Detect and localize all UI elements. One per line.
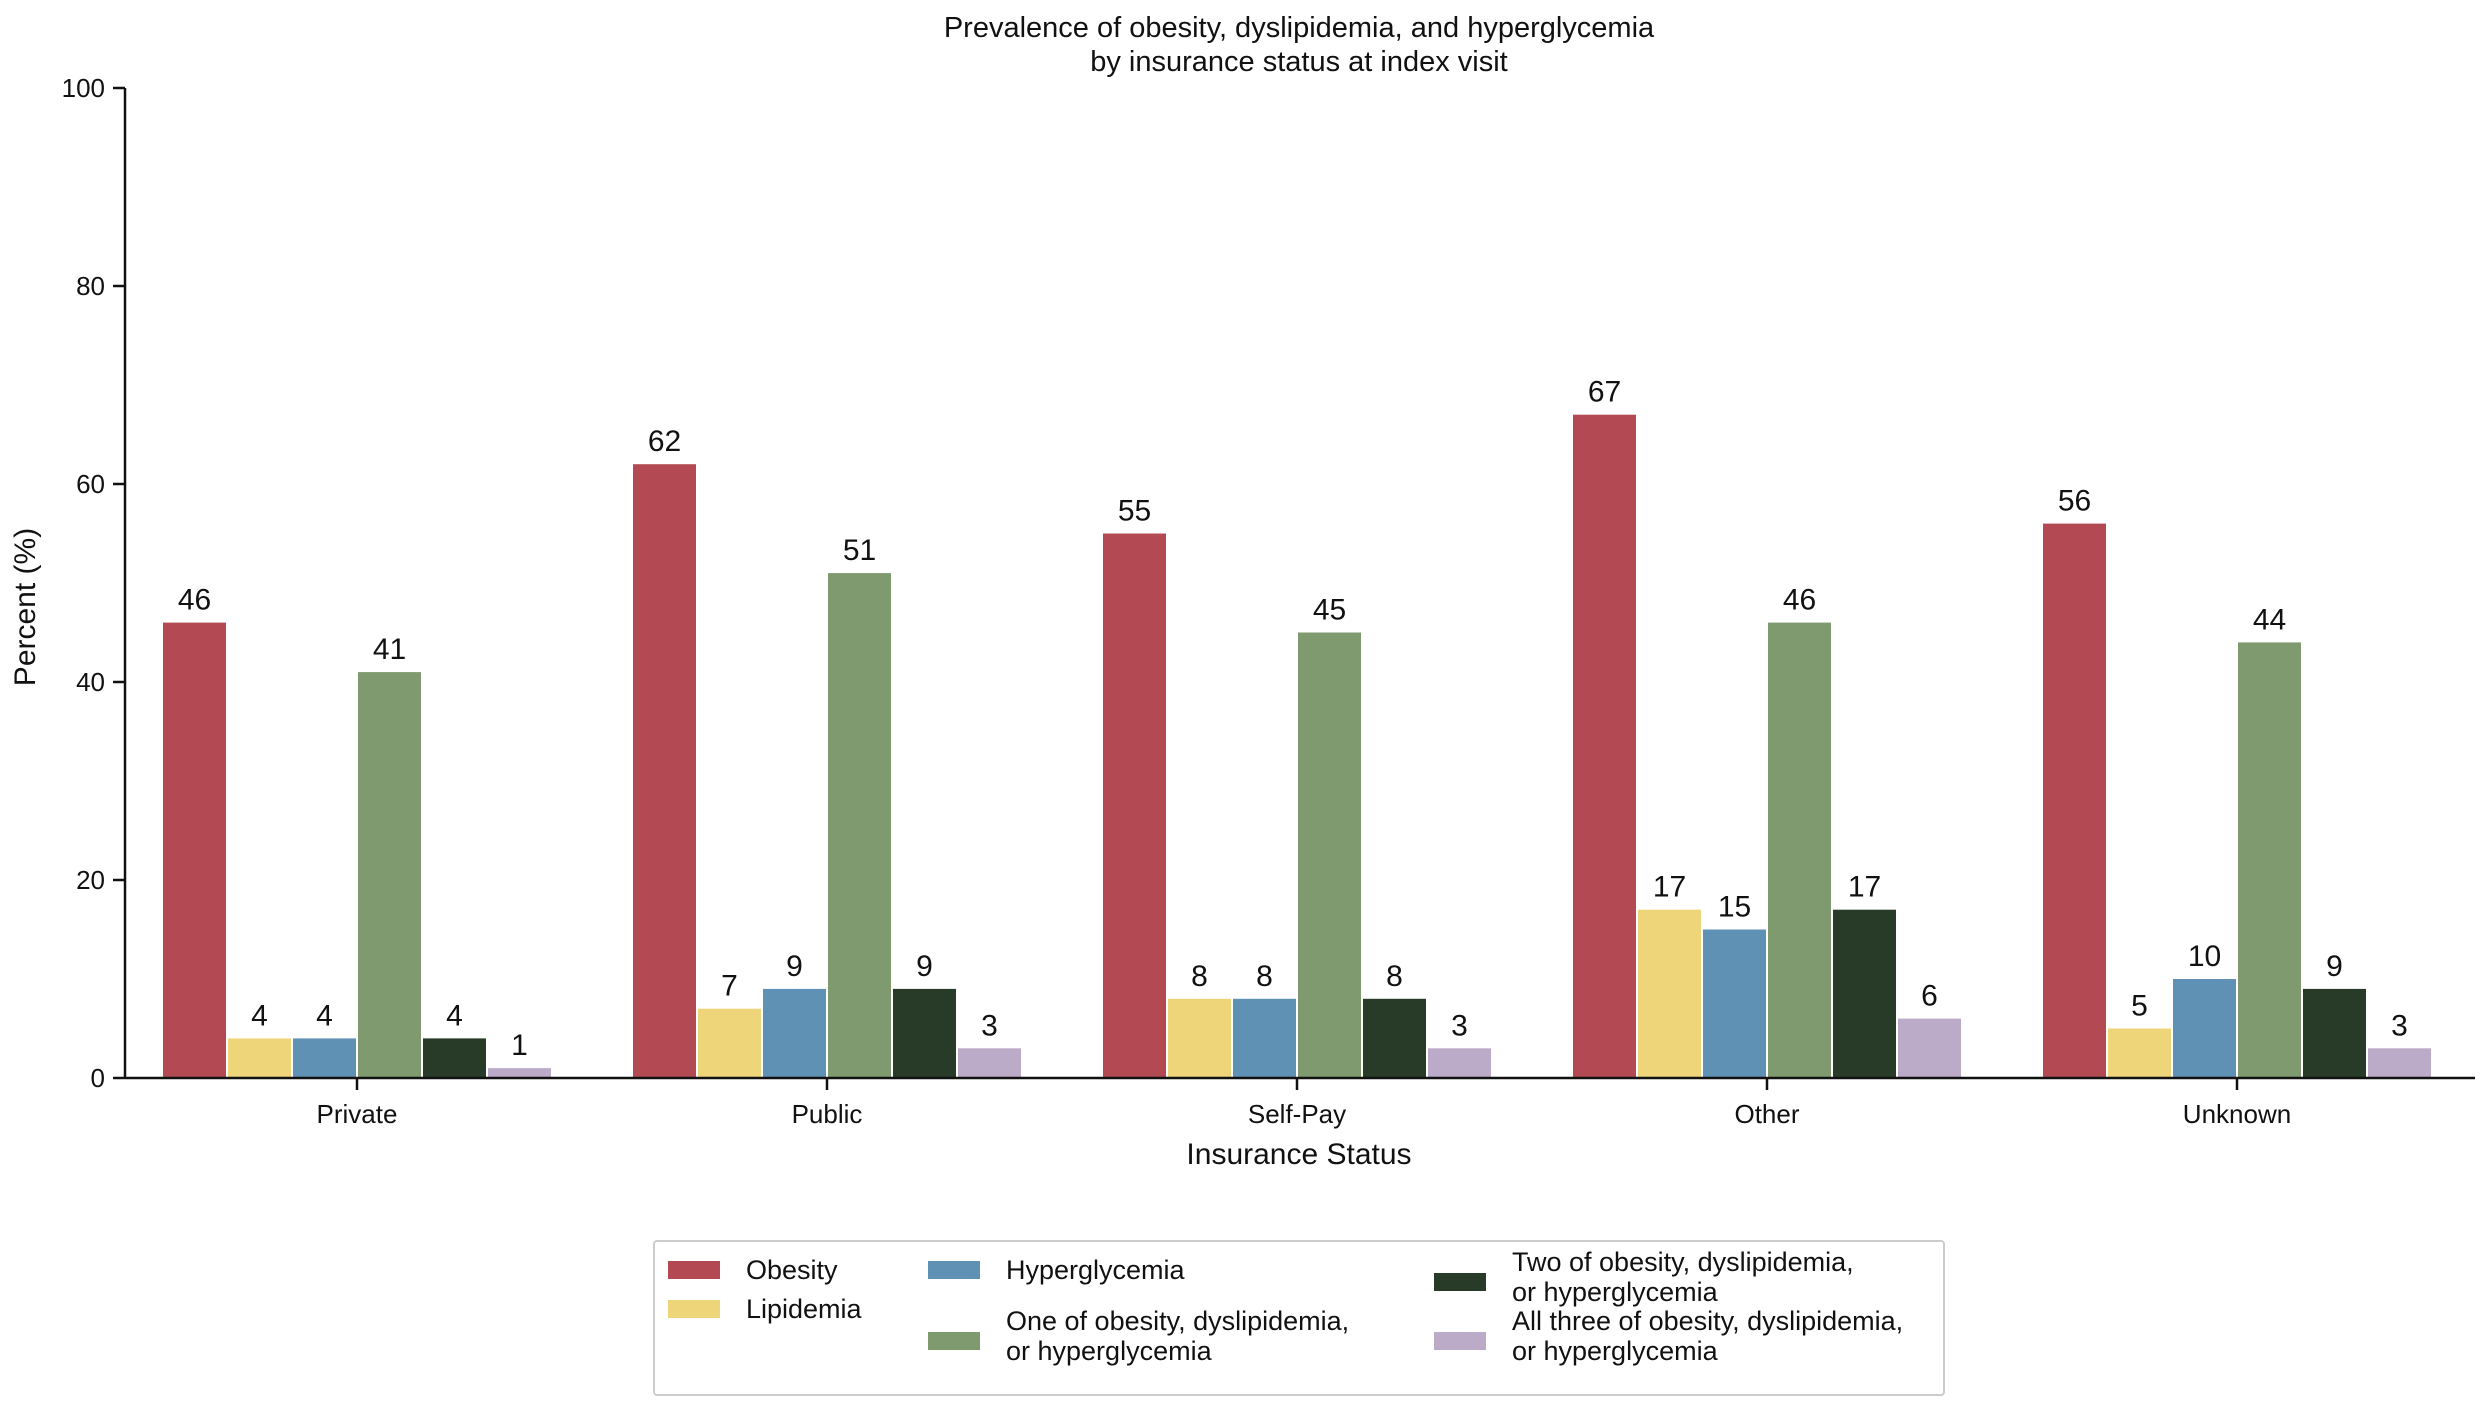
bar (1363, 998, 1426, 1078)
chart-subtitle: by insurance status at index visit (1090, 46, 1507, 78)
bar (2108, 1028, 2171, 1078)
legend-swatch (1434, 1332, 1486, 1350)
bar (2303, 988, 2366, 1078)
data-label: 4 (251, 999, 268, 1032)
legend: Obesity Lipidemia Hyperglycemia One of obes… (653, 1240, 1945, 1396)
legend-frame (653, 1240, 1945, 1396)
data-label: 51 (843, 534, 876, 567)
bar (1428, 1048, 1491, 1078)
bar (1233, 998, 1296, 1078)
bar (893, 988, 956, 1078)
data-label: 3 (1451, 1009, 1468, 1042)
legend-label: or hyperglycemia (1006, 1336, 1213, 1366)
legend-swatch (668, 1300, 720, 1318)
data-label: 7 (721, 970, 738, 1003)
x-tick-label: Unknown (2183, 1099, 2291, 1129)
x-tick-label: Self-Pay (1248, 1099, 1346, 1129)
bar (358, 672, 421, 1078)
bar (163, 622, 226, 1078)
legend-label: or hyperglycemia (1512, 1336, 1719, 1366)
data-label: 9 (916, 950, 933, 983)
legend-label: Two of obesity, dyslipidemia, (1512, 1247, 1854, 1277)
x-tick-label: Private (317, 1099, 398, 1129)
data-label: 15 (1718, 891, 1751, 924)
bar (2173, 979, 2236, 1078)
y-axis-label: Percent (%) (9, 528, 42, 686)
legend-label: One of obesity, dyslipidemia, (1006, 1306, 1349, 1336)
data-label: 6 (1921, 980, 1938, 1013)
data-label: 55 (1118, 495, 1151, 528)
legend-label: or hyperglycemia (1512, 1277, 1719, 1307)
data-label: 10 (2188, 940, 2221, 973)
data-label: 44 (2253, 603, 2286, 636)
y-tick-label: 60 (76, 469, 105, 499)
bar (2238, 642, 2301, 1078)
bar (1103, 533, 1166, 1078)
legend-swatch (668, 1261, 720, 1279)
data-label: 9 (786, 950, 803, 983)
bar (1768, 622, 1831, 1078)
legend-label: Hyperglycemia (1006, 1255, 1186, 1285)
data-label: 46 (178, 584, 211, 617)
data-label: 4 (446, 999, 463, 1032)
data-label: 9 (2326, 950, 2343, 983)
bar (763, 988, 826, 1078)
y-axis: 0 20 40 60 80 100 (62, 73, 127, 1093)
legend-swatch (1434, 1273, 1486, 1291)
data-label: 62 (648, 425, 681, 458)
data-label: 41 (373, 633, 406, 666)
y-tick-label: 100 (62, 73, 105, 103)
y-tick-label: 0 (91, 1063, 105, 1093)
data-label: 8 (1256, 960, 1273, 993)
data-label: 8 (1386, 960, 1403, 993)
bar (1703, 929, 1766, 1078)
data-label: 17 (1848, 871, 1881, 904)
x-tick-label: Public (792, 1099, 863, 1129)
legend-label: Obesity (746, 1255, 838, 1285)
bar (698, 1008, 761, 1078)
data-label: 17 (1653, 871, 1686, 904)
bar (1298, 632, 1361, 1078)
data-label: 3 (981, 1009, 998, 1042)
bar (1833, 909, 1896, 1078)
data-label: 4 (316, 999, 333, 1032)
legend-label: Lipidemia (746, 1294, 863, 1324)
bar (488, 1068, 551, 1078)
data-label: 56 (2058, 485, 2091, 518)
bar (2043, 523, 2106, 1078)
bar (228, 1038, 291, 1078)
bar (633, 464, 696, 1078)
data-label: 67 (1588, 376, 1621, 409)
x-tick-label: Other (1734, 1099, 1799, 1129)
data-label: 5 (2131, 990, 2148, 1023)
bar (293, 1038, 356, 1078)
chart-title: Prevalence of obesity, dyslipidemia, and… (944, 12, 1655, 44)
bar (828, 573, 891, 1078)
data-label: 1 (511, 1029, 528, 1062)
legend-swatch (928, 1332, 980, 1350)
y-tick-label: 80 (76, 271, 105, 301)
legend-label: All three of obesity, dyslipidemia, (1512, 1306, 1903, 1336)
bar (958, 1048, 1021, 1078)
legend-swatch (928, 1261, 980, 1279)
bar (1898, 1018, 1961, 1078)
bar (423, 1038, 486, 1078)
x-axis-label: Insurance Status (1186, 1138, 1411, 1171)
bar (1573, 414, 1636, 1078)
data-label: 46 (1783, 584, 1816, 617)
data-label: 8 (1191, 960, 1208, 993)
bar (2368, 1048, 2431, 1078)
bar (1638, 909, 1701, 1078)
y-tick-label: 20 (76, 865, 105, 895)
x-axis: Private Public Self-Pay Other Unknown (125, 1076, 2475, 1129)
data-label: 3 (2391, 1009, 2408, 1042)
bar (1168, 998, 1231, 1078)
y-tick-label: 40 (76, 667, 105, 697)
data-label: 45 (1313, 594, 1346, 627)
